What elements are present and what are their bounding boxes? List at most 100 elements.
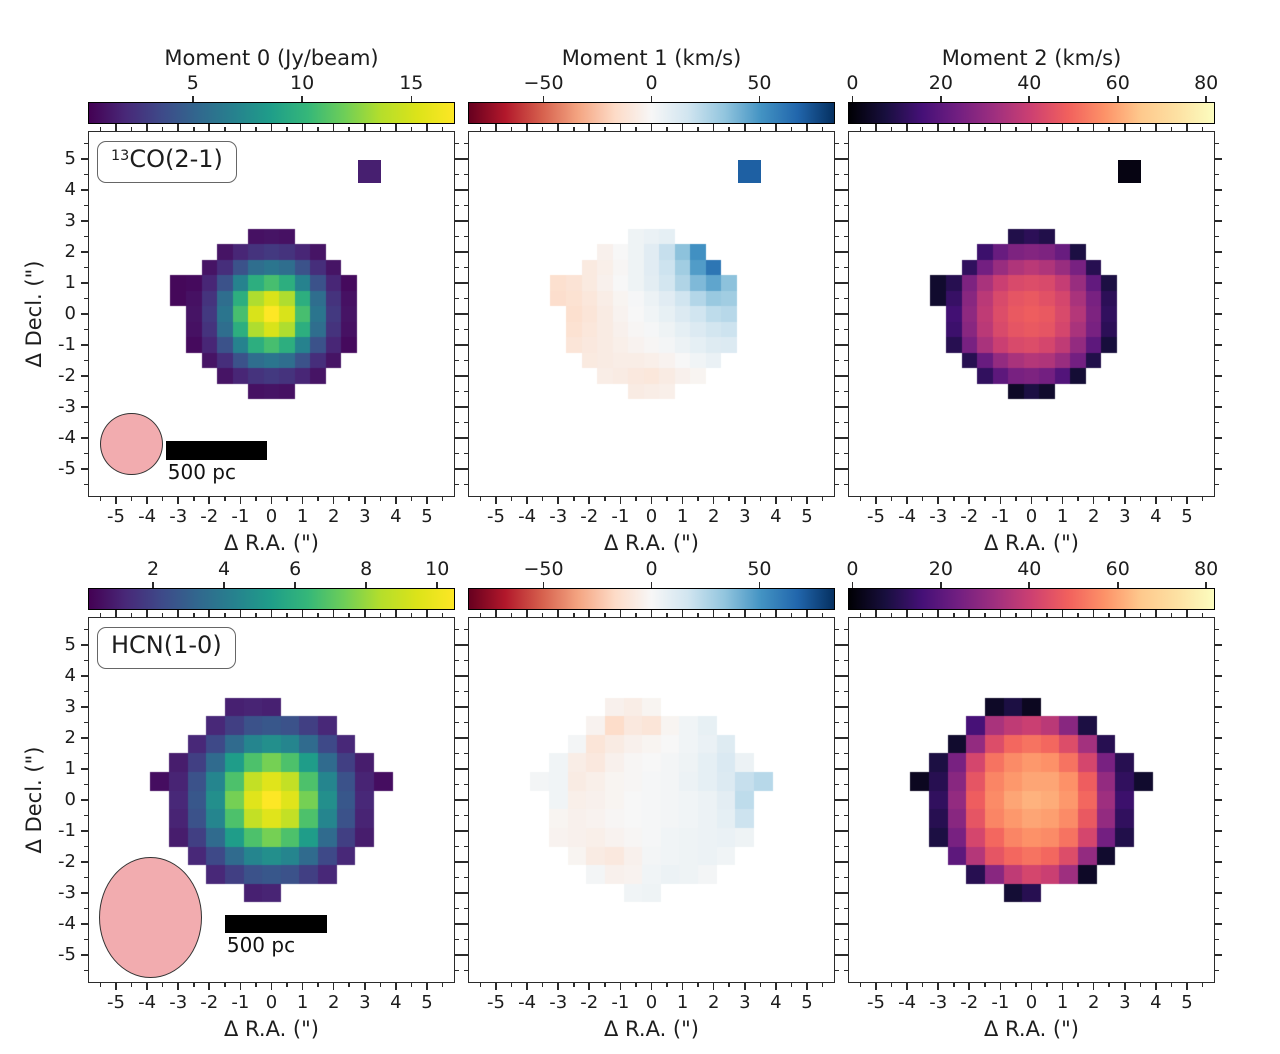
axis-tick <box>464 938 468 941</box>
axis-tick <box>455 845 459 848</box>
axis-tick <box>968 124 971 131</box>
axis-tick <box>1215 923 1222 925</box>
axis-tick <box>821 983 824 987</box>
axis-tick <box>835 390 839 393</box>
axis-tick <box>650 124 653 131</box>
axis-tick <box>395 124 397 131</box>
panel-group-hcn10-moment1: −50 0 50 -5 -4 -3 -2 -1 0 1 2 3 4 5 Δ R.A. (") <box>461 559 842 1041</box>
axis-tick <box>455 297 459 300</box>
y-axis-label: Δ Decl. (") <box>22 746 46 854</box>
scalebar <box>224 915 328 934</box>
axis-tick <box>604 613 606 617</box>
axis-tick <box>1139 613 1142 617</box>
colorbar-gradient <box>848 588 1215 610</box>
axis-tick <box>84 907 88 910</box>
x-tick-label: 3 <box>739 506 751 527</box>
axis-tick <box>984 127 986 131</box>
axis-tick <box>410 983 413 987</box>
axis-tick <box>841 158 848 160</box>
axis-tick <box>790 127 793 131</box>
axis-tick <box>455 830 462 832</box>
axis-tick <box>192 497 195 501</box>
axis-tick <box>835 628 839 631</box>
axis-tick <box>1015 497 1017 501</box>
axis-tick <box>455 235 459 238</box>
axis-tick <box>775 983 777 990</box>
axis-tick <box>1215 313 1222 315</box>
axis-tick <box>441 127 444 131</box>
outlier-pixel <box>1117 159 1142 183</box>
axis-tick <box>1201 983 1204 987</box>
colorbar-tick <box>1205 96 1207 102</box>
axis-tick <box>332 124 335 131</box>
colorbar-tick-label: 5 <box>186 72 199 94</box>
axis-tick <box>455 628 459 631</box>
x-tick-label: -1 <box>231 992 250 1013</box>
axis-tick <box>455 390 459 393</box>
panel-group-13co21-moment2: 0 20 40 60 80 Moment 2 (km/s) -5 -4 -3 -2 -1 0 1 2 3 4 5… <box>841 46 1222 555</box>
axis-tick <box>84 783 88 786</box>
axis-tick <box>364 497 366 504</box>
axis-tick <box>364 124 366 131</box>
x-tick-label: -2 <box>960 992 979 1013</box>
axis-tick <box>1215 706 1222 708</box>
axis-tick <box>744 983 746 990</box>
axis-tick <box>479 127 482 131</box>
axis-tick <box>81 406 88 408</box>
axis-tick <box>806 124 808 131</box>
axis-tick <box>1092 124 1095 131</box>
colorbar-tick <box>301 96 303 102</box>
axis-tick <box>455 204 459 207</box>
axis-tick <box>81 737 88 739</box>
axis-tick <box>224 497 226 501</box>
axis-tick <box>84 814 88 817</box>
axis-tick <box>130 613 133 617</box>
beam-ellipse <box>98 857 202 979</box>
x-tick-label: -1 <box>611 506 630 527</box>
axis-tick <box>744 497 746 504</box>
x-axis-label: Δ R.A. (") <box>604 1017 699 1041</box>
axis-tick <box>650 497 653 504</box>
axis-tick <box>1215 468 1222 470</box>
axis-tick <box>984 497 986 501</box>
axis-tick <box>835 830 842 832</box>
axis-tick <box>455 282 462 284</box>
y-tick-label: 1 <box>64 271 76 293</box>
x-tick-label: 3 <box>1119 506 1131 527</box>
axis-tick <box>835 251 842 253</box>
axis-tick <box>84 452 88 455</box>
axis-tick <box>379 497 382 501</box>
axis-tick <box>759 613 762 617</box>
axis-tick <box>84 421 88 424</box>
axis-tick <box>921 497 924 501</box>
axis-tick <box>461 313 468 315</box>
axis-tick <box>348 613 351 617</box>
y-tick-label: -5 <box>58 458 76 480</box>
axis-tick <box>937 610 939 617</box>
axis-tick <box>461 706 468 708</box>
axis-tick <box>455 938 459 941</box>
colorbar-tick-label: 40 <box>1017 558 1042 580</box>
y-tick-label: -1 <box>58 334 76 356</box>
axis-tick <box>835 892 842 894</box>
axis-tick <box>890 127 893 131</box>
axis-tick <box>81 830 88 832</box>
axis-tick <box>146 124 148 131</box>
axis-tick <box>461 344 468 346</box>
axis-tick <box>115 610 117 617</box>
axis-tick <box>541 613 544 617</box>
axis-tick <box>835 845 839 848</box>
axis-tick <box>1215 644 1222 646</box>
axis-tick <box>84 266 88 269</box>
axis-tick <box>1201 127 1204 131</box>
axis-tick <box>844 814 848 817</box>
axis-tick <box>455 251 462 253</box>
axis-tick <box>1186 610 1188 617</box>
axis-tick <box>348 983 351 987</box>
axis-tick <box>859 613 862 617</box>
x-tick-label: 5 <box>1181 992 1193 1013</box>
axis-tick <box>286 127 288 131</box>
axis-tick <box>844 421 848 424</box>
axis-tick <box>835 721 839 724</box>
line-label: 13CO(2-1) <box>97 141 237 183</box>
